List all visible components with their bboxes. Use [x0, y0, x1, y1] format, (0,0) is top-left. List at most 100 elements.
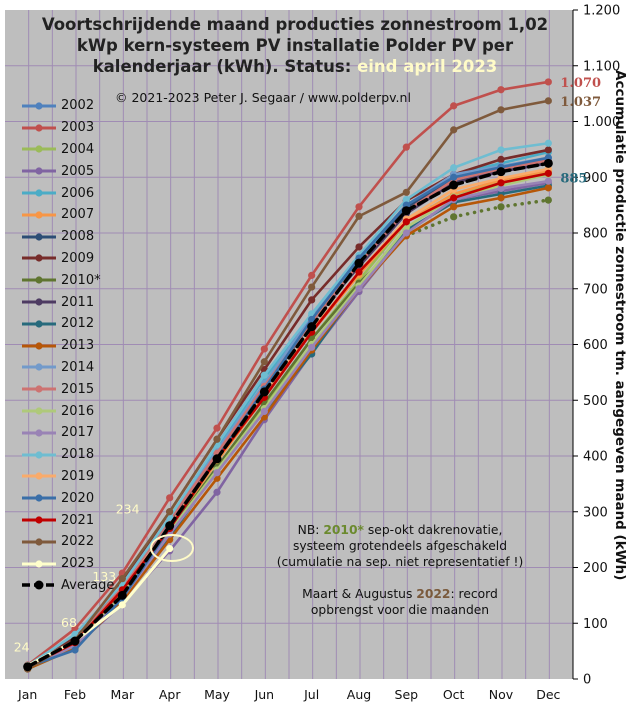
data-point [308, 271, 316, 279]
y-tick-label: 900 [583, 171, 608, 186]
legend-label: 2023 [61, 556, 95, 572]
data-point [355, 243, 363, 251]
legend-label: 2018 [61, 447, 95, 463]
series-segment [310, 287, 361, 349]
data-point [259, 387, 269, 397]
legend-item: 2014 [20, 357, 114, 379]
series-segment [168, 443, 219, 519]
legend-item: 2017 [20, 422, 114, 444]
data-point [260, 371, 268, 379]
data-point [544, 139, 552, 147]
series-segment [73, 593, 125, 643]
series-segment [452, 177, 503, 191]
legend-item: 2005 [20, 160, 114, 182]
series-segment [452, 167, 503, 182]
series-segment [499, 80, 550, 92]
legend-swatch [22, 538, 56, 546]
data-point [355, 285, 363, 293]
series-segment [215, 410, 266, 475]
data-label: 24 [14, 640, 30, 655]
series-segment [499, 169, 550, 182]
x-tick-label: Sep [395, 687, 419, 702]
chart-notes: NB: 2010* sep-okt dakrenovatie, systeem … [255, 522, 545, 618]
series-segment [121, 496, 171, 575]
data-label: 885 [560, 172, 587, 187]
legend-marker [35, 516, 43, 524]
series-segment [263, 337, 313, 405]
series-segment [263, 330, 313, 399]
series-segment [263, 348, 313, 419]
legend-label: 2003 [61, 120, 95, 136]
series-segment [310, 214, 361, 289]
legend-label: 2006 [61, 185, 95, 201]
x-tick-label: May [204, 687, 230, 702]
y-tick-label: 500 [583, 394, 608, 409]
series-segment [215, 382, 266, 452]
data-point [402, 229, 410, 237]
legend-swatch [22, 472, 56, 481]
chart-title: Voortschrijdende maand producties zonnes… [30, 14, 560, 77]
legend-swatch [22, 580, 56, 590]
series-segment [499, 172, 550, 185]
legend-label: 2009 [61, 250, 95, 266]
series-segment [499, 167, 550, 180]
series-segment [310, 205, 361, 277]
series-segment [357, 212, 408, 268]
data-point [450, 213, 458, 221]
legend-swatch [22, 298, 56, 306]
legend-item: 2012 [20, 313, 114, 335]
series-segment [357, 191, 408, 218]
legend-swatch [22, 254, 56, 263]
series-segment [405, 104, 455, 149]
series-segment [263, 345, 313, 413]
data-point [402, 188, 410, 196]
data-point [497, 179, 505, 187]
data-point [450, 126, 458, 134]
data-point [497, 203, 505, 211]
x-axis: Jan Feb Mar Apr May Jun Jul Aug Sep Oct Nov Dec [17, 687, 561, 702]
legend-swatch [22, 124, 56, 132]
legend-swatch [22, 494, 56, 502]
note-line-3: (cumulatie na sep. niet representatief !… [276, 555, 524, 569]
series-segment [215, 418, 266, 494]
legend-item: 2009 [20, 248, 114, 270]
legend-item: 2004 [20, 139, 114, 161]
data-label: 234 [116, 502, 140, 517]
legend-marker [35, 211, 43, 219]
legend-marker [35, 167, 43, 175]
series-segment [263, 285, 313, 364]
gridlines [5, 10, 573, 679]
series-segment [404, 183, 456, 213]
legend-item: 2020 [20, 487, 114, 509]
legend-label: 2017 [61, 425, 95, 441]
legend-swatch [22, 429, 56, 437]
series-segment [499, 141, 550, 152]
data-label: 133 [92, 569, 116, 584]
data-point [354, 258, 364, 268]
data-point [496, 167, 506, 177]
series-segment [120, 547, 172, 607]
legend-label: 2005 [61, 163, 95, 179]
x-tick-label: Jan [17, 687, 37, 702]
data-point [355, 212, 363, 220]
legend-marker [35, 407, 43, 415]
series-segment [357, 220, 408, 274]
legend-item: 2016 [20, 400, 114, 422]
series-segment [215, 373, 266, 447]
series-segment [263, 312, 313, 377]
data-point [308, 343, 316, 351]
legend-swatch [22, 189, 56, 197]
series-segment [168, 468, 219, 533]
legend-swatch [22, 167, 56, 175]
series-segment [263, 298, 313, 371]
series-segment [499, 186, 550, 200]
data-point [307, 322, 317, 332]
legend-marker [35, 102, 43, 110]
legend-marker [35, 560, 43, 568]
legend-label: 2013 [61, 338, 95, 354]
data-point [402, 195, 410, 204]
series-segment [121, 510, 171, 580]
data-point [213, 488, 221, 496]
series-segment [310, 245, 361, 302]
data-point [449, 180, 459, 190]
